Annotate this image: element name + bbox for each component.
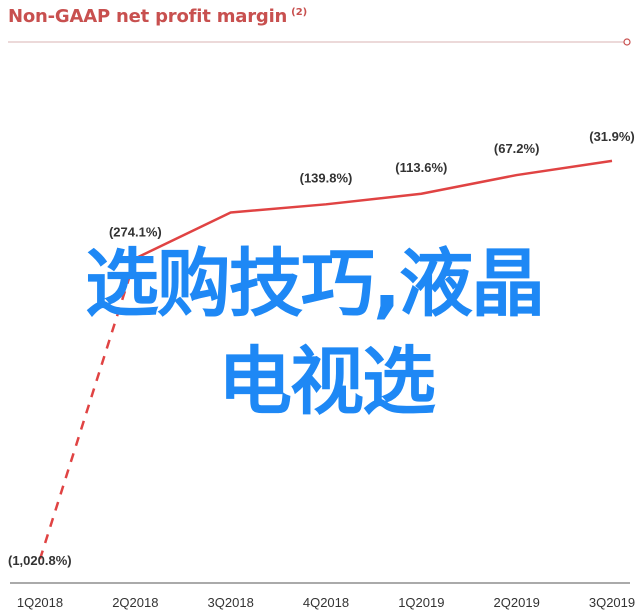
series-line (38, 159, 613, 560)
title-rule-end-marker (623, 38, 631, 46)
series-segment-dashed (38, 258, 137, 560)
chart-title-note: (2) (291, 7, 308, 18)
x-tick-4Q2018: 4Q2018 (303, 595, 349, 610)
data-labels: (1,020.8%) (274.1%) (139.8%) (113.6%) (67.2%… (8, 129, 635, 568)
x-tick-3Q2019: 3Q2019 (589, 595, 635, 610)
data-label-4Q2018: (139.8%) (300, 170, 353, 185)
title-divider (8, 38, 631, 46)
data-label-3Q2019: (31.9%) (589, 129, 635, 144)
x-tick-labels: 1Q2018 2Q2018 3Q2018 4Q2018 1Q2019 2Q2019 3Q20… (17, 595, 635, 610)
x-tick-1Q2019: 1Q2019 (398, 595, 444, 610)
series-segment-solid (134, 159, 613, 260)
x-tick-1Q2018: 1Q2018 (17, 595, 63, 610)
data-label-2Q2019: (67.2%) (494, 141, 540, 156)
chart-title-group: Non-GAAP net profit margin (2) (8, 6, 307, 27)
data-label-1Q2018: (1,020.8%) (8, 553, 72, 568)
data-label-2Q2018: (274.1%) (109, 224, 162, 239)
data-label-1Q2019: (113.6%) (395, 160, 447, 175)
x-tick-2Q2018: 2Q2018 (112, 595, 158, 610)
x-tick-3Q2018: 3Q2018 (208, 595, 254, 610)
x-tick-2Q2019: 2Q2019 (494, 595, 540, 610)
chart-title: Non-GAAP net profit margin (8, 6, 288, 27)
